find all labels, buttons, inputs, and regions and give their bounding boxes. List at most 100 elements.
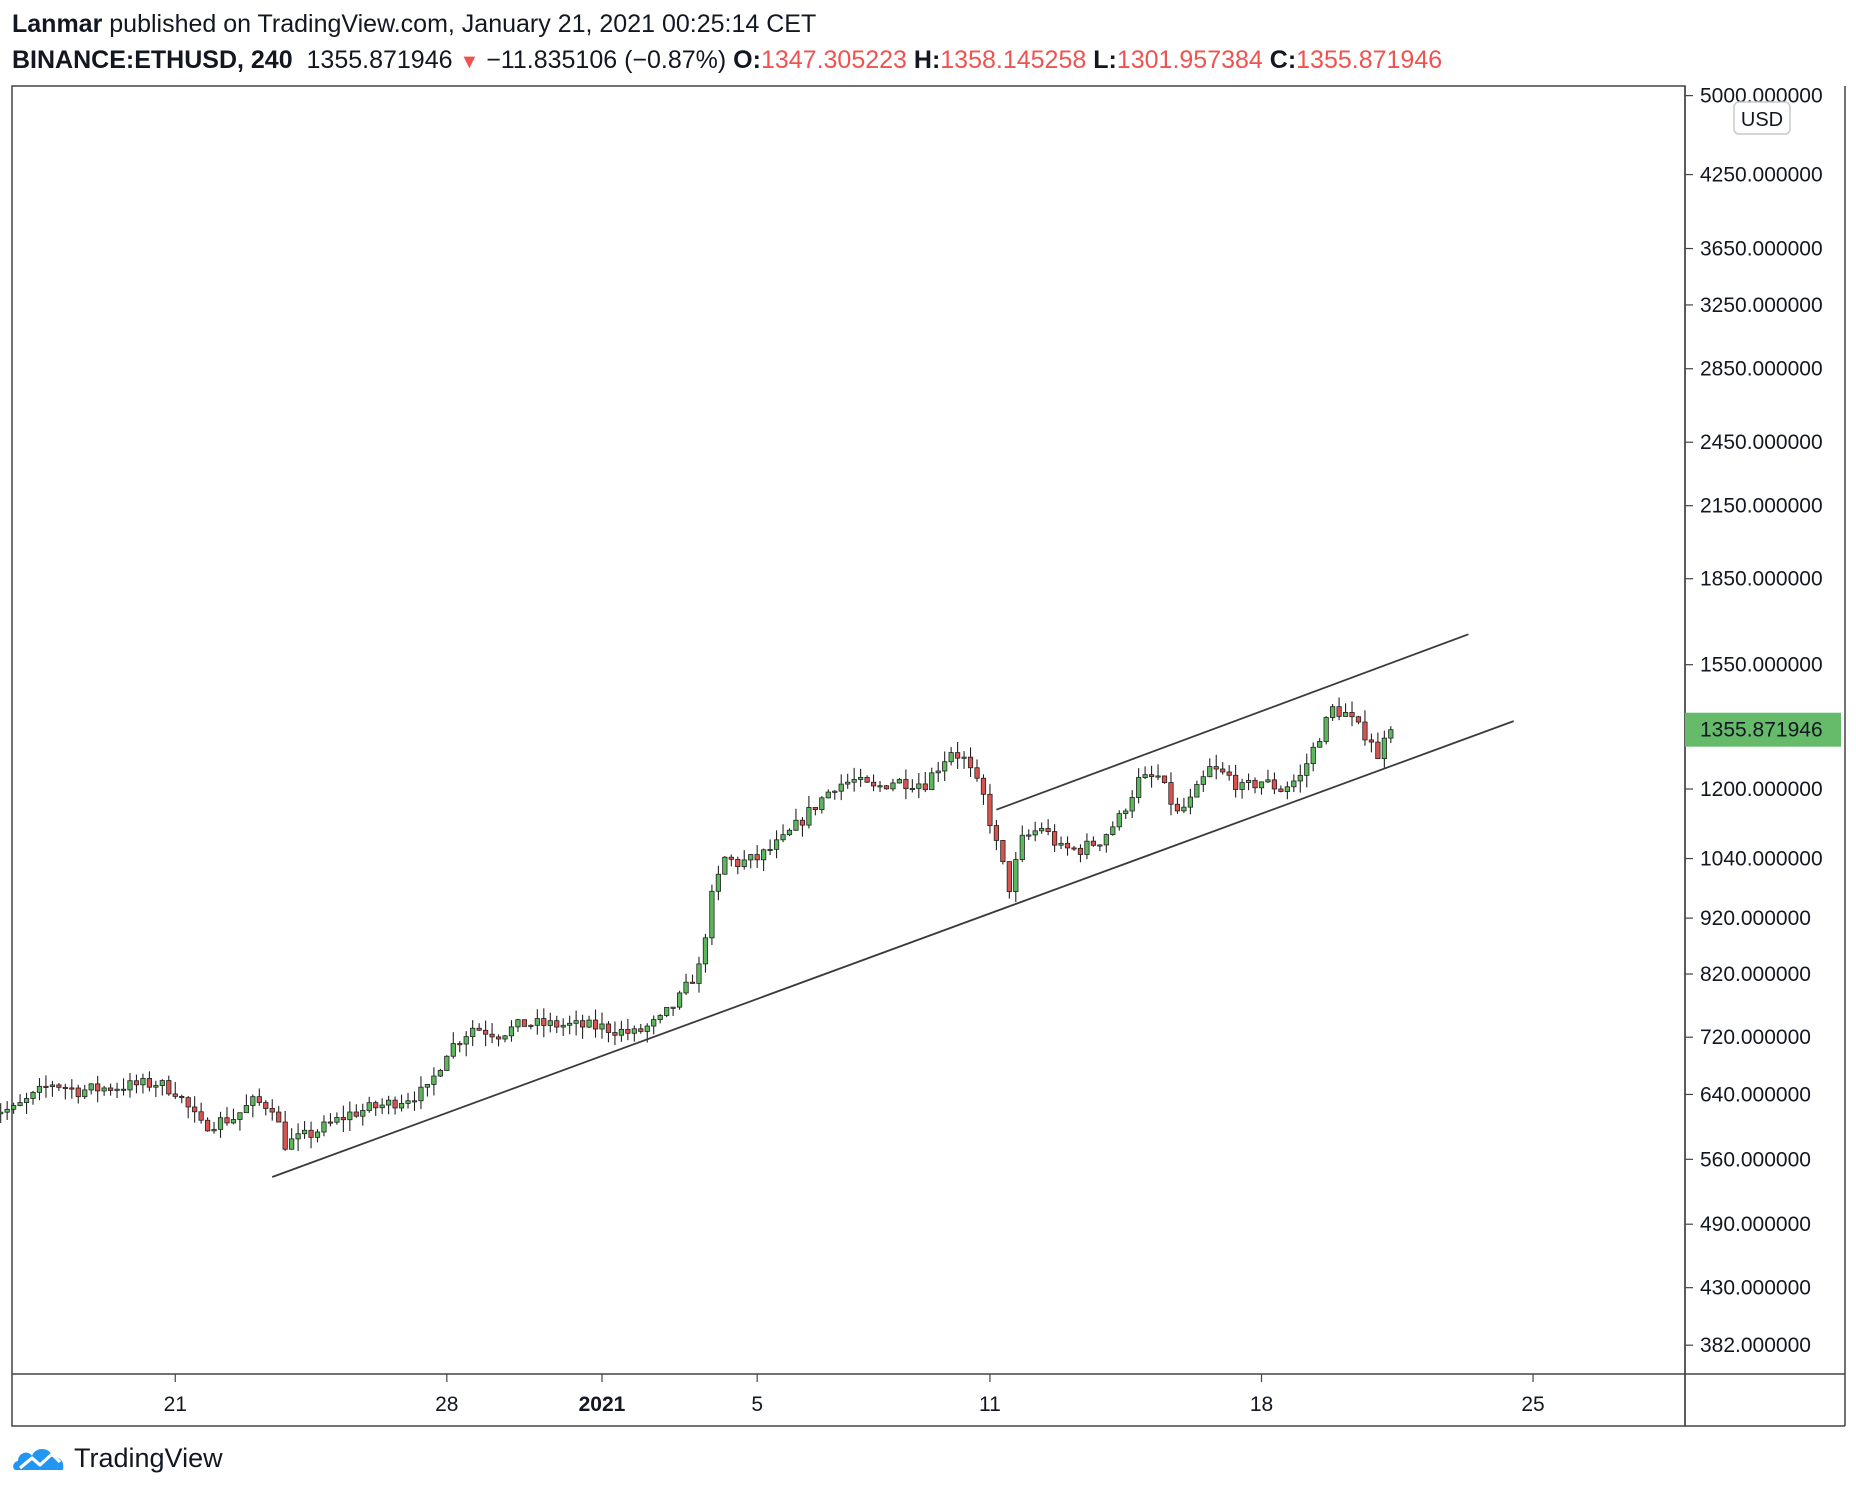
candle-body (69, 1087, 75, 1090)
candle (773, 830, 780, 859)
symbol-label: BINANCE:ETHUSD, 240 (12, 46, 293, 74)
candle (437, 1068, 443, 1078)
candle (483, 1020, 489, 1047)
candle-body (1220, 768, 1226, 773)
candle (185, 1095, 191, 1119)
candle-body (476, 1027, 482, 1031)
candle-body (909, 787, 915, 790)
candle (1207, 758, 1213, 778)
candle-body (159, 1080, 165, 1086)
candle (62, 1083, 68, 1100)
candle-body (463, 1036, 469, 1045)
lower-channel-line[interactable] (271, 720, 1514, 1178)
candle-body (1110, 826, 1116, 835)
candle-body (651, 1019, 657, 1027)
tradingview-brand[interactable]: TradingView (74, 1442, 223, 1473)
price-chart[interactable]: 382.000000 430.000000 490.000000 560.000000… (0, 0, 1856, 1440)
candle (1284, 781, 1290, 800)
candle (741, 850, 747, 870)
candle-body (567, 1022, 573, 1026)
candle (4, 1101, 10, 1120)
candle (845, 773, 851, 789)
candle-body (179, 1096, 185, 1099)
candle (411, 1091, 418, 1111)
price-tick-label: 490.000000 (1700, 1213, 1811, 1236)
last-price-tag-box (1685, 712, 1841, 747)
candle-body (314, 1131, 321, 1138)
candle (1174, 797, 1181, 814)
candle (806, 795, 812, 829)
time-axis[interactable]: 21 28 2021 5 11 18 25 (164, 1374, 1545, 1416)
candle-body (993, 825, 1000, 841)
candle (599, 1012, 605, 1039)
candle-body (987, 793, 993, 826)
candle-body (870, 781, 877, 787)
candle (230, 1108, 237, 1125)
candle-body (1310, 746, 1316, 765)
candle-body (638, 1028, 644, 1032)
candle (23, 1092, 30, 1114)
candle-body (1032, 830, 1038, 836)
low-value: 1301.957384 (1116, 46, 1263, 74)
candle-body (1064, 842, 1071, 849)
price-axis[interactable]: 382.000000 430.000000 490.000000 560.000000… (1685, 85, 1823, 1358)
candle-body (1155, 775, 1161, 778)
candle (1148, 765, 1155, 788)
candle (1168, 772, 1174, 816)
candle (1051, 824, 1058, 852)
candle-body (133, 1080, 140, 1086)
candle-body (360, 1110, 366, 1117)
candle-body (974, 767, 980, 779)
currency-badge-label: USD (1741, 109, 1783, 131)
candle (1220, 762, 1226, 775)
candle (398, 1094, 405, 1112)
candle-body (1349, 712, 1355, 718)
candle-body (379, 1104, 385, 1109)
candle-body (780, 834, 786, 841)
candle (424, 1084, 431, 1097)
candle-body (353, 1111, 359, 1117)
candle (735, 856, 741, 875)
candle-body (1123, 810, 1129, 814)
candle (1187, 788, 1193, 815)
candle (987, 784, 993, 834)
candle (877, 781, 883, 792)
candle (767, 839, 773, 856)
candle-body (541, 1018, 547, 1026)
candle (560, 1018, 566, 1036)
candle-body (211, 1128, 217, 1132)
candle (579, 1014, 586, 1039)
candle (256, 1088, 262, 1106)
currency-badge[interactable]: USD (1733, 101, 1791, 135)
candle (832, 790, 838, 800)
candle (1278, 785, 1284, 793)
candle-body (1045, 828, 1051, 832)
candle-body (605, 1023, 612, 1033)
candle-body (88, 1083, 94, 1091)
candle (95, 1075, 101, 1103)
author-name[interactable]: Lanmar (12, 10, 103, 38)
candle-body (980, 777, 987, 795)
candle (127, 1073, 133, 1098)
upper-channel-line[interactable] (996, 633, 1469, 811)
candle (1103, 833, 1109, 853)
candle-body (56, 1084, 62, 1088)
candle-body (204, 1119, 211, 1132)
candle-body (961, 756, 967, 759)
candle (592, 1009, 599, 1038)
footer: TradingView (12, 1442, 223, 1474)
candle (625, 1018, 631, 1041)
candle (43, 1075, 49, 1098)
candle-body (1013, 859, 1019, 892)
candle-body (11, 1105, 17, 1110)
trendlines-layer[interactable] (271, 633, 1514, 1178)
price-tick-label: 640.000000 (1700, 1083, 1811, 1106)
candle (198, 1102, 204, 1124)
candle-body (1388, 729, 1394, 739)
candle (638, 1023, 644, 1034)
candle-body (101, 1087, 107, 1092)
candle (728, 854, 734, 867)
candle-body (1252, 779, 1258, 789)
candle-body (483, 1029, 489, 1035)
ohlc-line: BINANCE:ETHUSD, 240 1355.871946 ▼ −11.83… (12, 42, 1442, 80)
